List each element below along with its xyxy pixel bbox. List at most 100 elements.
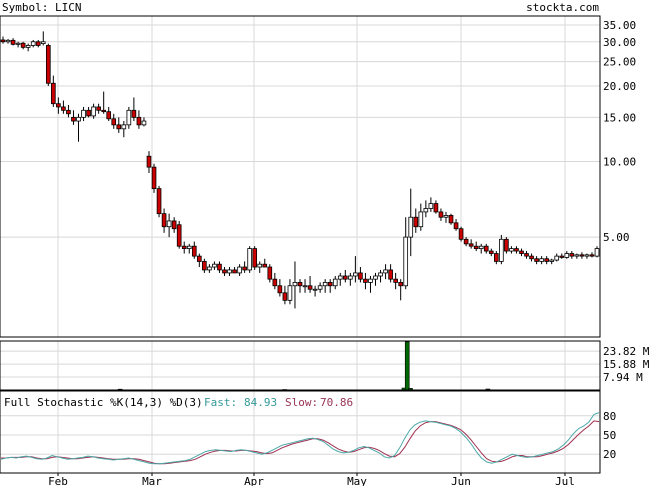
price-tick-label: 20.00 bbox=[603, 80, 636, 93]
price-candle-body bbox=[524, 253, 529, 257]
price-candle-body bbox=[51, 82, 56, 105]
price-candle-body bbox=[594, 248, 600, 257]
volume-panel-frame bbox=[0, 340, 601, 391]
price-candle-body bbox=[202, 261, 207, 271]
price-candles bbox=[0, 31, 600, 309]
price-candle-body bbox=[56, 103, 61, 108]
price-candle-body bbox=[579, 254, 585, 257]
price-candle-body bbox=[428, 203, 434, 209]
price-candle-body bbox=[393, 278, 398, 283]
price-candle-body bbox=[161, 213, 167, 228]
price-candle-body bbox=[297, 282, 303, 287]
price-candle-body bbox=[423, 208, 429, 213]
price-candle-body bbox=[101, 109, 106, 113]
price-candle-body bbox=[176, 224, 182, 247]
price-candle-body bbox=[106, 111, 112, 120]
stochastic-fast-line bbox=[0, 412, 600, 465]
price-candle-body bbox=[126, 109, 132, 126]
stochastic-fast-label: Fast: bbox=[204, 396, 237, 409]
price-candle-body bbox=[569, 253, 575, 257]
price-candle-body bbox=[363, 278, 368, 283]
price-candle-body bbox=[388, 269, 393, 280]
price-candle-body bbox=[378, 272, 383, 277]
price-candle-body bbox=[337, 275, 343, 280]
price-candle-body bbox=[418, 211, 424, 228]
price-candle-body bbox=[554, 255, 560, 261]
price-candle-body bbox=[0, 39, 6, 43]
stochastic-grid bbox=[0, 391, 600, 473]
price-candle-body bbox=[181, 245, 187, 249]
price-tick-label: 15.00 bbox=[603, 111, 636, 124]
price-candle-body bbox=[10, 39, 16, 45]
price-candle-body bbox=[287, 285, 293, 301]
price-candle-body bbox=[66, 109, 71, 115]
x-axis-month-label: Feb bbox=[48, 475, 68, 486]
price-candle-body bbox=[116, 124, 122, 130]
price-candle-body bbox=[272, 278, 278, 287]
price-candle-body bbox=[529, 255, 534, 260]
price-candle-body bbox=[353, 272, 358, 277]
stochastic-tick-label: 20 bbox=[603, 448, 616, 461]
price-candle-body bbox=[332, 278, 338, 287]
price-candle-body bbox=[86, 109, 91, 117]
price-candle-body bbox=[473, 245, 479, 249]
price-candle-body bbox=[96, 106, 101, 111]
price-candle-body bbox=[30, 41, 36, 46]
price-candle-body bbox=[468, 243, 474, 247]
x-axis-labels: Feb Mar Apr May Jun Jul bbox=[48, 473, 575, 488]
price-candle-body bbox=[267, 266, 273, 280]
price-candle-body bbox=[373, 275, 378, 280]
price-candle-body bbox=[212, 263, 217, 268]
price-candle-body bbox=[534, 258, 539, 262]
price-candle-body bbox=[131, 109, 137, 118]
price-candle-body bbox=[438, 211, 444, 218]
price-grid bbox=[0, 16, 600, 337]
price-tick-label: 10.00 bbox=[603, 156, 636, 169]
price-candle-body bbox=[327, 282, 333, 287]
price-candle-body bbox=[312, 288, 318, 291]
price-candle-body bbox=[227, 269, 232, 274]
price-candle-body bbox=[257, 263, 263, 268]
price-candle-body bbox=[433, 203, 439, 213]
price-candle-body bbox=[494, 253, 499, 262]
price-candle-body bbox=[156, 188, 162, 215]
price-candle-body bbox=[191, 245, 197, 257]
price-candle-body bbox=[368, 278, 373, 283]
price-candle-body bbox=[5, 39, 11, 43]
price-candle-body bbox=[20, 42, 26, 48]
price-candle-body bbox=[81, 109, 86, 118]
price-tick-label: 30.00 bbox=[603, 36, 636, 49]
volume-bar bbox=[404, 341, 410, 391]
price-candle-body bbox=[398, 282, 403, 287]
price-candle-body bbox=[171, 220, 177, 230]
price-candle-body bbox=[35, 41, 41, 46]
price-tick-label: 25.00 bbox=[603, 56, 636, 69]
price-candle-body bbox=[544, 258, 549, 262]
price-candle-body bbox=[448, 215, 454, 224]
price-candle-body bbox=[317, 285, 323, 290]
x-axis-month-label: Apr bbox=[244, 475, 264, 486]
price-candle-body bbox=[559, 255, 565, 258]
price-axis: 35.00 30.00 25.00 20.00 15.00 10.00 5.00 bbox=[603, 19, 636, 244]
price-candle-body bbox=[358, 272, 363, 280]
stochastic-title: Full Stochastic %K(14,3) %D(3) bbox=[4, 396, 203, 409]
price-candle-body bbox=[408, 216, 414, 238]
price-candle-body bbox=[574, 254, 580, 257]
price-candle-body bbox=[458, 228, 464, 240]
price-candle-body bbox=[40, 41, 46, 45]
price-candle-body bbox=[342, 275, 348, 280]
price-candle-body bbox=[514, 248, 519, 252]
price-candle-body bbox=[322, 282, 328, 287]
price-candle-body bbox=[584, 254, 590, 257]
price-candle-body bbox=[292, 282, 298, 287]
stochastic-tick-label: 50 bbox=[603, 429, 616, 442]
brand-label: stockta.com bbox=[526, 1, 599, 14]
stochastic-panel-frame bbox=[0, 390, 601, 474]
volume-grid bbox=[0, 341, 600, 390]
price-candle-body bbox=[247, 248, 252, 271]
price-candle-body bbox=[307, 285, 313, 290]
stochastic-axis: 80 50 20 bbox=[603, 410, 616, 461]
